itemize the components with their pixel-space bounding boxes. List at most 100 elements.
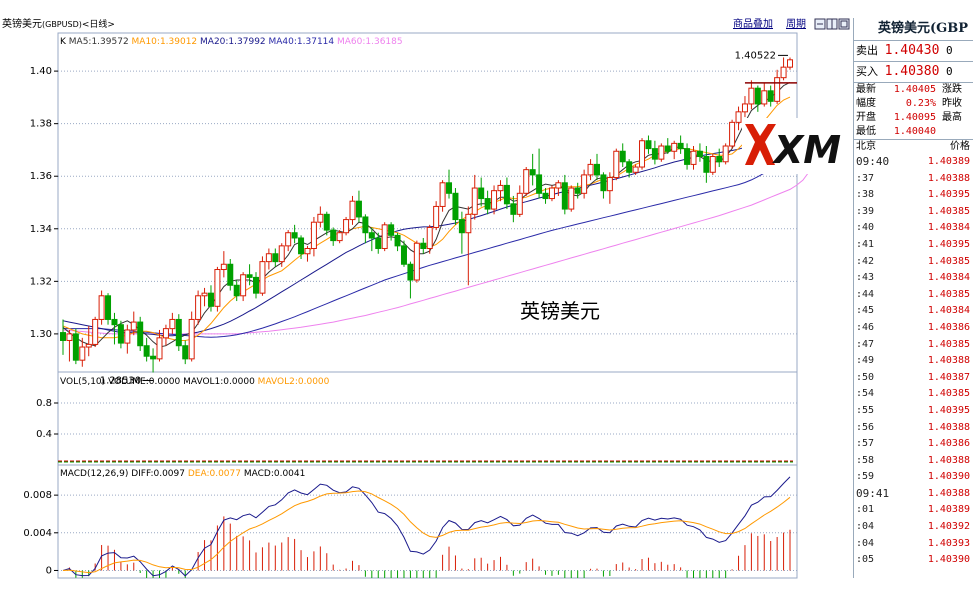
tick-price: 1.40385 (927, 255, 970, 267)
price-tick-label: 1.34 (30, 224, 52, 235)
legend-row: VOL(5,10) VOLUME:0.0000 MAVOL1:0.0000 MA… (60, 377, 330, 387)
candle (413, 240, 420, 283)
tick-time: :37 (856, 172, 875, 184)
stat-key: 幅度 (856, 98, 876, 109)
tick-row: :57 1.40386 (854, 436, 973, 453)
candle-body (388, 224, 395, 236)
tick-row: :45 1.40384 (854, 303, 973, 320)
candle (175, 314, 182, 351)
candle (613, 148, 620, 181)
high-marker-label: 1.40522 (735, 50, 776, 61)
candle (355, 190, 362, 223)
candle-body (671, 142, 678, 152)
stat-key2: 涨跌 (942, 84, 962, 95)
chart-area[interactable]: 英镑美元(GBPUSD)<日线> 商品叠加 周期 K MA5:1.39572 M… (0, 0, 853, 591)
candle-body (748, 87, 755, 105)
tick-time: :55 (856, 404, 875, 416)
candle-body (529, 169, 536, 176)
tile-icon[interactable] (826, 18, 838, 30)
tick-row: 09:40 1.40389 (854, 154, 973, 171)
diff-line (62, 476, 791, 577)
legend-item: DIFF:0.0097 (128, 469, 185, 479)
tick-time: :44 (856, 288, 875, 300)
stats-block: 最新 1.40405 涨跌 幅度 0.23% 昨收 开盘 1.40095 最高 最低 1.40… (854, 83, 973, 139)
macd-frame (57, 464, 798, 579)
candle-body (458, 219, 465, 234)
sell-label: 卖出 (856, 44, 878, 57)
candle (85, 326, 92, 357)
tick-time: :01 (856, 504, 875, 516)
volume-panel: 0.8 0.4 (36, 398, 797, 463)
tick-row: :05 1.40390 (854, 552, 973, 569)
tick-time: 09:40 (856, 155, 890, 168)
macd-tick-label: 0 (46, 565, 52, 576)
candle (626, 159, 633, 178)
ma60-line (62, 171, 810, 335)
candle (465, 206, 472, 286)
symbol-name: 英镑美元 (2, 17, 42, 30)
candles (60, 57, 793, 373)
stat-key: 最低 (856, 126, 876, 137)
overlay-link[interactable]: 商品叠加 (733, 17, 773, 30)
candle (446, 169, 453, 199)
maximize-icon[interactable] (838, 18, 850, 30)
tick-price: 1.40387 (927, 371, 970, 383)
tick-time: :04 (856, 537, 875, 549)
tick-price: 1.40384 (927, 222, 970, 234)
candle-body (600, 174, 607, 192)
candle-body (774, 77, 781, 102)
candle (188, 311, 195, 362)
candle (568, 185, 575, 212)
tick-time: :38 (856, 189, 875, 201)
candle-body (722, 145, 729, 163)
candle-body (767, 90, 774, 102)
candle-body (220, 263, 227, 271)
candle-body (613, 150, 620, 179)
candle-body (658, 145, 665, 160)
sell-row[interactable]: 卖出 1.40430 0 (854, 41, 973, 62)
candle (774, 69, 781, 104)
ma10-line (62, 96, 791, 341)
period-link[interactable]: 周期 (786, 18, 806, 30)
legend-item: MA60:1.36185 (334, 37, 402, 47)
candle-body (130, 321, 137, 331)
candle (137, 316, 144, 351)
candle (66, 329, 73, 362)
tick-time: :47 (856, 338, 875, 350)
macd-panel: 0.008 0.004 0 (23, 476, 797, 578)
legend-item: MA10:1.39012 (129, 37, 197, 47)
candle-body (285, 232, 292, 247)
tick-price: 1.40385 (927, 205, 970, 217)
restore-icon[interactable] (814, 18, 826, 30)
candle-body (645, 140, 652, 150)
tick-row: :40 1.40384 (854, 220, 973, 237)
tick-row: :37 1.40388 (854, 171, 973, 188)
legend-item: MACD:0.0041 (241, 469, 305, 479)
candle-body (124, 329, 131, 344)
tick-list[interactable]: 北京 价格 09:40 1.40389:37 1.40388:38 1.40395:39… (854, 139, 973, 569)
candle (593, 153, 600, 181)
tick-row: :41 1.40395 (854, 237, 973, 254)
candle (510, 195, 517, 223)
buy-row[interactable]: 买入 1.40380 0 (854, 62, 973, 83)
candle-body (265, 253, 272, 263)
candle (581, 169, 588, 199)
candle (124, 324, 131, 354)
tick-time: :39 (856, 205, 875, 217)
candle-body (362, 216, 369, 234)
tick-row: :42 1.40385 (854, 254, 973, 271)
candle-body (651, 148, 658, 160)
candle (349, 195, 356, 225)
candle (523, 167, 530, 196)
candle-body (787, 59, 793, 68)
candle (310, 216, 317, 257)
candle-body (317, 213, 324, 223)
candle (677, 135, 684, 154)
candle (375, 232, 382, 254)
candle (658, 143, 665, 162)
legend-item: MAVOL1:0.0000 (180, 377, 255, 387)
candle-body (156, 337, 163, 360)
candle-body (298, 237, 305, 255)
candle-body (619, 150, 626, 163)
tick-row: 09:41 1.40388 (854, 486, 973, 503)
